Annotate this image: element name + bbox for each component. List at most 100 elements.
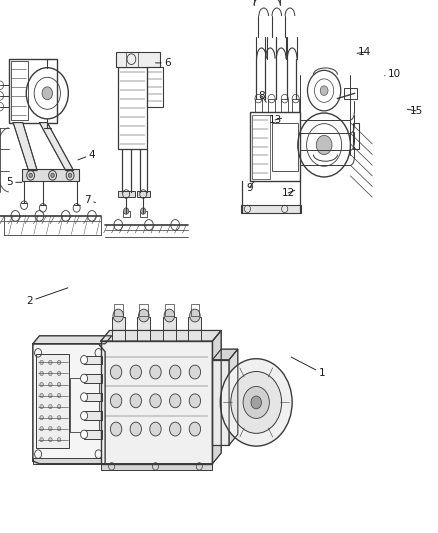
Text: 10: 10 (385, 69, 401, 78)
Bar (272, 123, 298, 171)
Circle shape (170, 365, 181, 379)
Circle shape (251, 396, 261, 409)
Circle shape (170, 394, 181, 408)
Circle shape (57, 416, 61, 420)
Bar (36, 354, 69, 448)
Circle shape (141, 208, 146, 214)
Circle shape (29, 173, 32, 177)
Circle shape (49, 393, 52, 398)
Polygon shape (212, 349, 238, 360)
Circle shape (40, 405, 43, 409)
Bar (241, 205, 301, 213)
Circle shape (130, 422, 141, 436)
Bar (114, 304, 123, 316)
Bar (163, 317, 176, 341)
Circle shape (40, 382, 43, 386)
Circle shape (124, 208, 129, 214)
Bar (353, 123, 359, 149)
Circle shape (49, 438, 52, 442)
Circle shape (110, 394, 122, 408)
Polygon shape (33, 344, 105, 464)
Circle shape (81, 356, 88, 364)
Bar (255, 99, 262, 112)
Circle shape (150, 365, 161, 379)
Text: 7: 7 (84, 195, 95, 205)
Text: 6: 6 (155, 58, 171, 68)
Circle shape (81, 374, 88, 383)
Bar (33, 458, 105, 464)
Circle shape (189, 365, 201, 379)
Polygon shape (13, 123, 37, 171)
Bar (139, 304, 148, 316)
Bar (137, 317, 150, 341)
Circle shape (81, 411, 88, 420)
Bar (118, 191, 135, 197)
Bar (140, 211, 147, 217)
Text: 9: 9 (246, 181, 254, 192)
Circle shape (49, 416, 52, 420)
Text: 13: 13 (268, 115, 282, 125)
Circle shape (68, 173, 72, 177)
Bar (116, 52, 160, 67)
Circle shape (57, 382, 61, 386)
Circle shape (170, 422, 181, 436)
Circle shape (130, 394, 141, 408)
Bar (165, 304, 174, 316)
Circle shape (51, 173, 54, 177)
Circle shape (81, 430, 88, 439)
Circle shape (189, 422, 201, 436)
Polygon shape (101, 341, 212, 464)
Bar (84, 393, 102, 401)
Circle shape (316, 135, 332, 155)
Circle shape (49, 405, 52, 409)
Circle shape (57, 405, 61, 409)
Bar (11, 61, 28, 120)
Bar (70, 378, 99, 432)
Circle shape (40, 360, 43, 365)
Bar (22, 169, 79, 181)
Circle shape (130, 365, 141, 379)
Polygon shape (39, 123, 74, 171)
Bar (84, 374, 102, 383)
Circle shape (40, 416, 43, 420)
Circle shape (220, 359, 292, 446)
Circle shape (57, 393, 61, 398)
Text: 4: 4 (78, 150, 95, 160)
Circle shape (113, 309, 124, 322)
Circle shape (320, 86, 328, 95)
Circle shape (49, 382, 52, 386)
Bar (281, 99, 288, 112)
Text: 14: 14 (357, 47, 371, 57)
Circle shape (110, 365, 122, 379)
Circle shape (138, 309, 149, 322)
Polygon shape (212, 330, 221, 464)
Circle shape (190, 309, 200, 322)
Circle shape (40, 438, 43, 442)
Circle shape (42, 87, 53, 100)
Circle shape (164, 309, 175, 322)
Bar (84, 411, 102, 420)
Circle shape (110, 422, 122, 436)
Polygon shape (33, 336, 112, 344)
Circle shape (49, 372, 52, 376)
Text: 12: 12 (282, 188, 295, 198)
Text: 2: 2 (26, 288, 68, 306)
Text: 5: 5 (6, 177, 22, 187)
Polygon shape (101, 330, 221, 341)
Bar (112, 317, 125, 341)
Bar (252, 115, 270, 179)
Circle shape (49, 426, 52, 431)
Bar (147, 67, 163, 107)
Text: 15: 15 (407, 106, 423, 116)
Circle shape (231, 372, 282, 433)
Circle shape (81, 393, 88, 401)
Bar (9, 59, 57, 123)
Bar (250, 112, 300, 181)
Circle shape (57, 438, 61, 442)
Bar (84, 356, 102, 364)
Circle shape (40, 426, 43, 431)
Bar (191, 304, 199, 316)
Circle shape (57, 426, 61, 431)
Bar (268, 99, 275, 112)
Bar (101, 463, 212, 470)
